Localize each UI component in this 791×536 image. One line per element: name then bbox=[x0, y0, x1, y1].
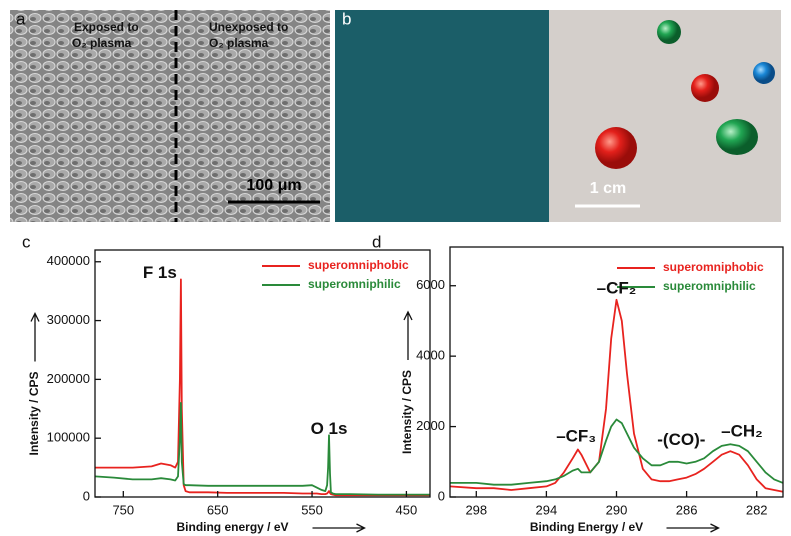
x-tick-label: 298 bbox=[465, 502, 487, 517]
scale-label: 1 cm bbox=[590, 180, 626, 197]
peak-annotation: –CF₂ bbox=[597, 279, 637, 298]
y-tick-label: 4000 bbox=[416, 348, 445, 363]
x-axis-label: Binding energy / eV bbox=[176, 520, 288, 534]
axis-arrow bbox=[30, 312, 40, 362]
axis-arrow bbox=[312, 523, 366, 533]
peak-annotation: –CH₂ bbox=[721, 421, 763, 440]
x-tick-label: 286 bbox=[676, 502, 698, 517]
x-tick-label: 294 bbox=[536, 502, 558, 517]
y-tick-label: 200000 bbox=[47, 371, 90, 386]
panel-label: b bbox=[342, 9, 351, 28]
x-tick-label: 450 bbox=[396, 502, 418, 517]
caption: O₂ plasma bbox=[72, 36, 132, 50]
caption: Unexposed to bbox=[209, 20, 288, 34]
caption: Exposed to bbox=[74, 20, 139, 34]
photo-b: b 1 cm bbox=[335, 9, 781, 222]
legend-label: superomniphobic bbox=[308, 258, 409, 272]
droplet bbox=[657, 20, 681, 44]
x-tick-label: 290 bbox=[606, 502, 628, 517]
x-tick-label: 750 bbox=[112, 502, 134, 517]
x-tick-label: 550 bbox=[301, 502, 323, 517]
legend-label: superomniphobic bbox=[663, 260, 764, 274]
droplet bbox=[595, 127, 637, 169]
panel-label: a bbox=[16, 9, 26, 28]
y-axis-label: Intensity / CPS bbox=[27, 371, 41, 455]
treated-area bbox=[335, 10, 549, 222]
untreated-area bbox=[549, 10, 781, 222]
y-tick-label: 300000 bbox=[47, 312, 90, 327]
peak-annotation: –CF₃ bbox=[556, 427, 596, 446]
series-line bbox=[95, 278, 430, 497]
series-line bbox=[449, 298, 784, 493]
peak-annotation: -(CO)- bbox=[657, 430, 705, 449]
y-tick-label: 6000 bbox=[416, 277, 445, 292]
y-tick-label: 0 bbox=[438, 488, 445, 503]
plot-frame bbox=[94, 249, 431, 498]
series-line bbox=[450, 418, 784, 486]
droplet bbox=[753, 62, 775, 84]
legend-label: superomniphilic bbox=[308, 277, 401, 291]
legend-label: superomniphilic bbox=[663, 279, 756, 293]
sem-image bbox=[10, 10, 330, 222]
panel-label: c bbox=[22, 232, 31, 251]
x-axis-label: Binding Energy / eV bbox=[530, 520, 643, 534]
droplet bbox=[716, 119, 758, 155]
y-tick-label: 0 bbox=[83, 488, 90, 503]
series-line bbox=[94, 402, 430, 496]
x-tick-label: 650 bbox=[207, 502, 229, 517]
scale-label: 100 μm bbox=[246, 177, 301, 194]
photo-a: a Exposed to O₂ plasma Unexposed to O₂ p… bbox=[10, 9, 330, 222]
axis-arrow bbox=[403, 310, 413, 360]
y-tick-label: 100000 bbox=[47, 430, 90, 445]
droplet bbox=[691, 74, 719, 102]
peak-annotation: F 1s bbox=[143, 263, 177, 282]
y-axis-label: Intensity / CPS bbox=[400, 370, 414, 454]
caption: O₂ plasma bbox=[209, 36, 269, 50]
panel-label: d bbox=[372, 232, 381, 251]
y-tick-label: 2000 bbox=[416, 418, 445, 433]
y-tick-label: 400000 bbox=[47, 253, 90, 268]
axis-arrow bbox=[666, 523, 720, 533]
peak-annotation: O 1s bbox=[311, 419, 348, 438]
x-tick-label: 282 bbox=[746, 502, 768, 517]
